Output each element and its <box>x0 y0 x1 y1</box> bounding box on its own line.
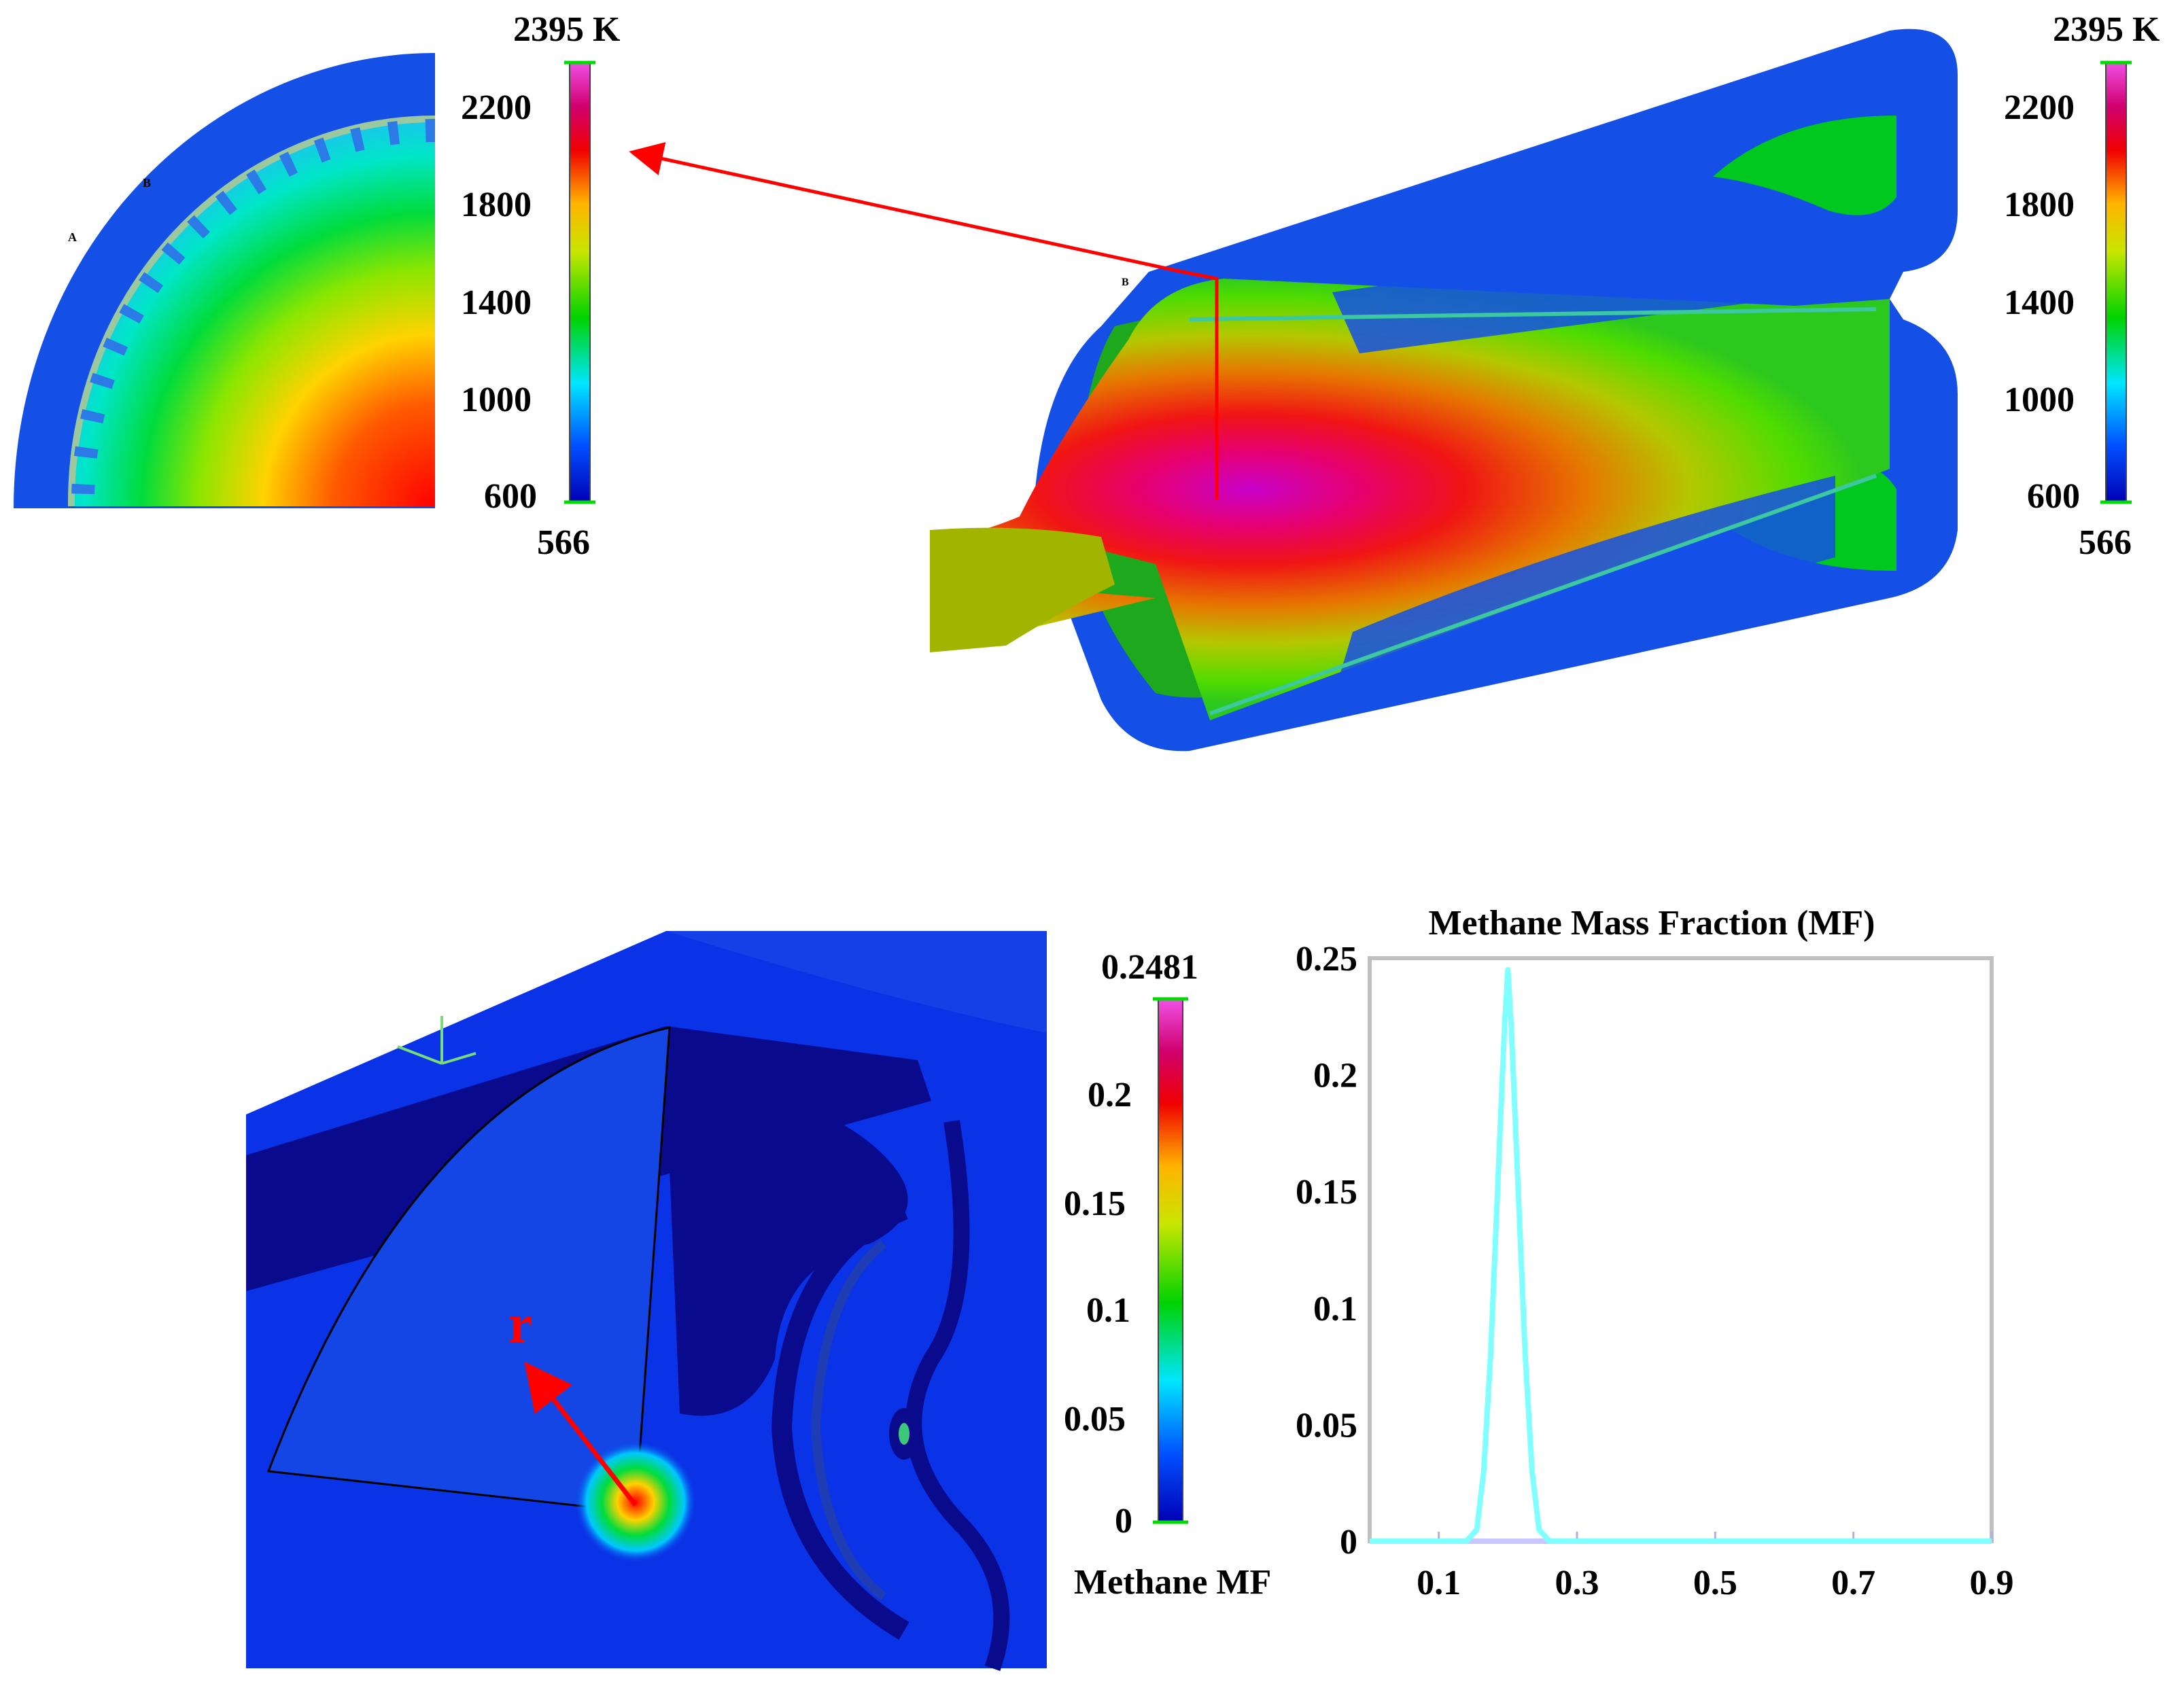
colorbar-tick: 1800 <box>2004 186 2075 224</box>
colorbar-gradient <box>2105 62 2127 503</box>
colorbar-tick: 600 <box>484 477 537 516</box>
colorbar-gradient <box>569 62 591 503</box>
colorbar-tick: 1400 <box>461 283 532 322</box>
chart-title: Methane Mass Fraction (MF) <box>1428 904 1875 943</box>
methane-mf-line-chart: Methane Mass Fraction (MF) 0.25 0.2 0.15 0.… <box>1296 904 2014 1602</box>
chart-series-line <box>1370 967 1992 1544</box>
colorbar-min-label: 566 <box>2079 523 2132 562</box>
chart-y-tick-label: 0.2 <box>1313 1057 1357 1095</box>
chart-x-tick-label: 0.9 <box>1970 1564 2014 1602</box>
chart-x-tick-label: 0.3 <box>1555 1564 1599 1602</box>
colorbar-tick: 0.2 <box>1088 1076 1132 1114</box>
colorbar-min-label: 566 <box>537 523 590 562</box>
methane-colorbar: 0.2481 0.2 0.15 0.1 0.05 0 Methane MF <box>1064 948 1271 1602</box>
combustor-temperature-model: B <box>930 29 1958 752</box>
colorbar-tick: 2200 <box>2004 88 2075 127</box>
colorbar-max-label: 0.2481 <box>1101 948 1198 987</box>
svg-text:B: B <box>1122 277 1129 288</box>
temperature-cross-section: A B <box>14 53 436 508</box>
colorbar-tick: 1000 <box>2004 381 2075 419</box>
chart-y-tick-label: 0.25 <box>1296 940 1357 979</box>
chart-y-tick-label: 0.15 <box>1296 1173 1357 1212</box>
colorbar-tick: 0 <box>1115 1502 1132 1541</box>
colorbar-tick: 0.05 <box>1064 1400 1126 1439</box>
chart-x-tick-label: 0.1 <box>1417 1564 1461 1602</box>
axis-triad-icon <box>397 1016 476 1065</box>
chart-frame <box>1368 956 1994 1543</box>
radial-label: r <box>508 1295 533 1354</box>
colorbar-tick: 0.15 <box>1064 1184 1126 1223</box>
colorbar-max-label: 2395 K <box>2053 10 2160 49</box>
colorbar-tick: 2200 <box>461 88 532 127</box>
colorbar-tick: 1400 <box>2004 283 2075 322</box>
colorbar-tick: 1000 <box>461 381 532 419</box>
colorbar-tick: 1800 <box>461 186 532 224</box>
methane-mass-fraction-model: r <box>246 931 1047 1671</box>
colorbar-gradient <box>1158 998 1183 1523</box>
chart-y-tick-label: 0.1 <box>1313 1290 1357 1329</box>
chart-x-tick-label: 0.7 <box>1831 1564 1875 1602</box>
svg-text:A: A <box>68 230 77 244</box>
colorbar-tick: 0.1 <box>1086 1291 1130 1330</box>
svg-text:B: B <box>143 176 151 190</box>
temperature-colorbar-left: 2395 K 2200 1800 1400 1000 600 566 <box>461 10 621 562</box>
cross-section-indicator-arrow <box>629 142 1219 499</box>
colorbar-max-label: 2395 K <box>513 10 621 49</box>
colorbar-caption: Methane MF <box>1074 1563 1271 1602</box>
colorbar-tick: 600 <box>2027 477 2080 516</box>
chart-x-tick-label: 0.5 <box>1693 1564 1737 1602</box>
chart-y-tick-label: 0 <box>1340 1523 1357 1562</box>
radial-direction-arrow <box>524 1361 638 1507</box>
chart-y-tick-label: 0.05 <box>1296 1406 1357 1445</box>
temperature-colorbar-right: 2395 K 2200 1800 1400 1000 600 566 <box>2004 10 2160 562</box>
